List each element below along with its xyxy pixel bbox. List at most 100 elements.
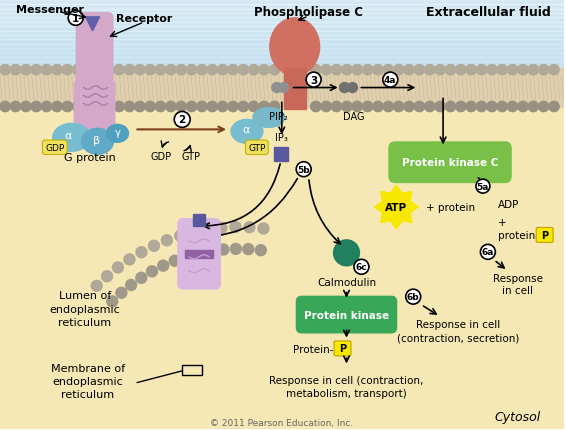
Text: 5a: 5a xyxy=(477,182,489,191)
Circle shape xyxy=(383,65,393,76)
Bar xyxy=(182,366,202,375)
Circle shape xyxy=(435,102,445,112)
Bar xyxy=(193,215,205,227)
Bar xyxy=(0,71,564,75)
Bar xyxy=(0,36,564,40)
Circle shape xyxy=(175,231,186,242)
Circle shape xyxy=(333,240,359,266)
Circle shape xyxy=(445,102,456,112)
Circle shape xyxy=(518,102,528,112)
Text: Protein kinase: Protein kinase xyxy=(304,310,389,320)
Circle shape xyxy=(306,73,321,88)
Bar xyxy=(0,53,564,58)
Circle shape xyxy=(104,102,114,112)
Circle shape xyxy=(259,102,269,112)
Circle shape xyxy=(538,102,549,112)
Circle shape xyxy=(404,102,414,112)
FancyBboxPatch shape xyxy=(177,218,221,290)
Circle shape xyxy=(0,102,10,112)
Circle shape xyxy=(148,241,160,252)
Circle shape xyxy=(62,65,72,76)
Wedge shape xyxy=(83,428,275,430)
Circle shape xyxy=(202,224,213,235)
Circle shape xyxy=(352,65,362,76)
Circle shape xyxy=(62,102,72,112)
Circle shape xyxy=(166,102,176,112)
Circle shape xyxy=(113,262,123,273)
Wedge shape xyxy=(87,428,273,430)
Circle shape xyxy=(466,65,477,76)
Circle shape xyxy=(342,65,352,76)
Circle shape xyxy=(476,180,490,194)
Text: 1: 1 xyxy=(72,14,79,24)
Circle shape xyxy=(147,266,157,277)
Text: 4a: 4a xyxy=(384,76,397,85)
Circle shape xyxy=(528,102,538,112)
Circle shape xyxy=(244,222,255,233)
Circle shape xyxy=(104,65,114,76)
Circle shape xyxy=(124,254,135,265)
Circle shape xyxy=(373,102,383,112)
Circle shape xyxy=(507,65,518,76)
Text: Membrane of
endoplasmic
reticulum: Membrane of endoplasmic reticulum xyxy=(50,363,125,399)
Bar xyxy=(0,9,564,14)
Bar xyxy=(274,148,288,162)
FancyBboxPatch shape xyxy=(76,13,114,84)
Text: GDP: GDP xyxy=(45,144,65,153)
Text: Protein-: Protein- xyxy=(293,344,333,355)
Bar xyxy=(0,23,564,27)
Circle shape xyxy=(404,65,414,76)
Circle shape xyxy=(135,65,145,76)
Circle shape xyxy=(238,102,248,112)
Circle shape xyxy=(101,271,113,282)
Text: Messenger: Messenger xyxy=(16,5,84,15)
Circle shape xyxy=(424,65,435,76)
Circle shape xyxy=(487,65,497,76)
Circle shape xyxy=(259,65,269,76)
Bar xyxy=(0,1,564,88)
Circle shape xyxy=(342,102,352,112)
Circle shape xyxy=(186,65,197,76)
Text: P: P xyxy=(339,344,346,353)
Circle shape xyxy=(114,102,125,112)
Circle shape xyxy=(207,65,217,76)
Wedge shape xyxy=(98,428,276,430)
Text: Receptor: Receptor xyxy=(116,14,173,24)
Circle shape xyxy=(197,102,207,112)
Circle shape xyxy=(207,102,217,112)
Text: Cytosol: Cytosol xyxy=(495,410,541,423)
Circle shape xyxy=(296,163,311,177)
Circle shape xyxy=(176,65,186,76)
Text: DAG: DAG xyxy=(343,112,364,122)
Text: protein-: protein- xyxy=(498,230,539,240)
Circle shape xyxy=(166,65,176,76)
Polygon shape xyxy=(374,186,418,229)
Text: P: P xyxy=(541,230,548,240)
Circle shape xyxy=(528,65,538,76)
Circle shape xyxy=(10,65,21,76)
Circle shape xyxy=(31,65,41,76)
Circle shape xyxy=(218,245,229,255)
Circle shape xyxy=(466,102,477,112)
Text: 3: 3 xyxy=(310,75,318,86)
Bar xyxy=(0,40,564,45)
Bar xyxy=(0,27,564,31)
Bar xyxy=(0,67,564,71)
Text: β: β xyxy=(93,136,100,146)
Circle shape xyxy=(186,102,197,112)
Circle shape xyxy=(383,73,398,88)
Text: PIP₂: PIP₂ xyxy=(269,112,288,122)
Text: Response
in cell: Response in cell xyxy=(493,273,543,295)
Text: GTP: GTP xyxy=(248,144,265,153)
Circle shape xyxy=(348,83,358,93)
Circle shape xyxy=(136,247,147,258)
Circle shape xyxy=(255,245,266,256)
Circle shape xyxy=(169,256,180,267)
Circle shape xyxy=(243,244,254,255)
Circle shape xyxy=(145,65,155,76)
Circle shape xyxy=(311,65,321,76)
Circle shape xyxy=(311,102,321,112)
Circle shape xyxy=(31,102,41,112)
Text: Phospholipase C: Phospholipase C xyxy=(254,6,363,19)
Circle shape xyxy=(497,65,507,76)
